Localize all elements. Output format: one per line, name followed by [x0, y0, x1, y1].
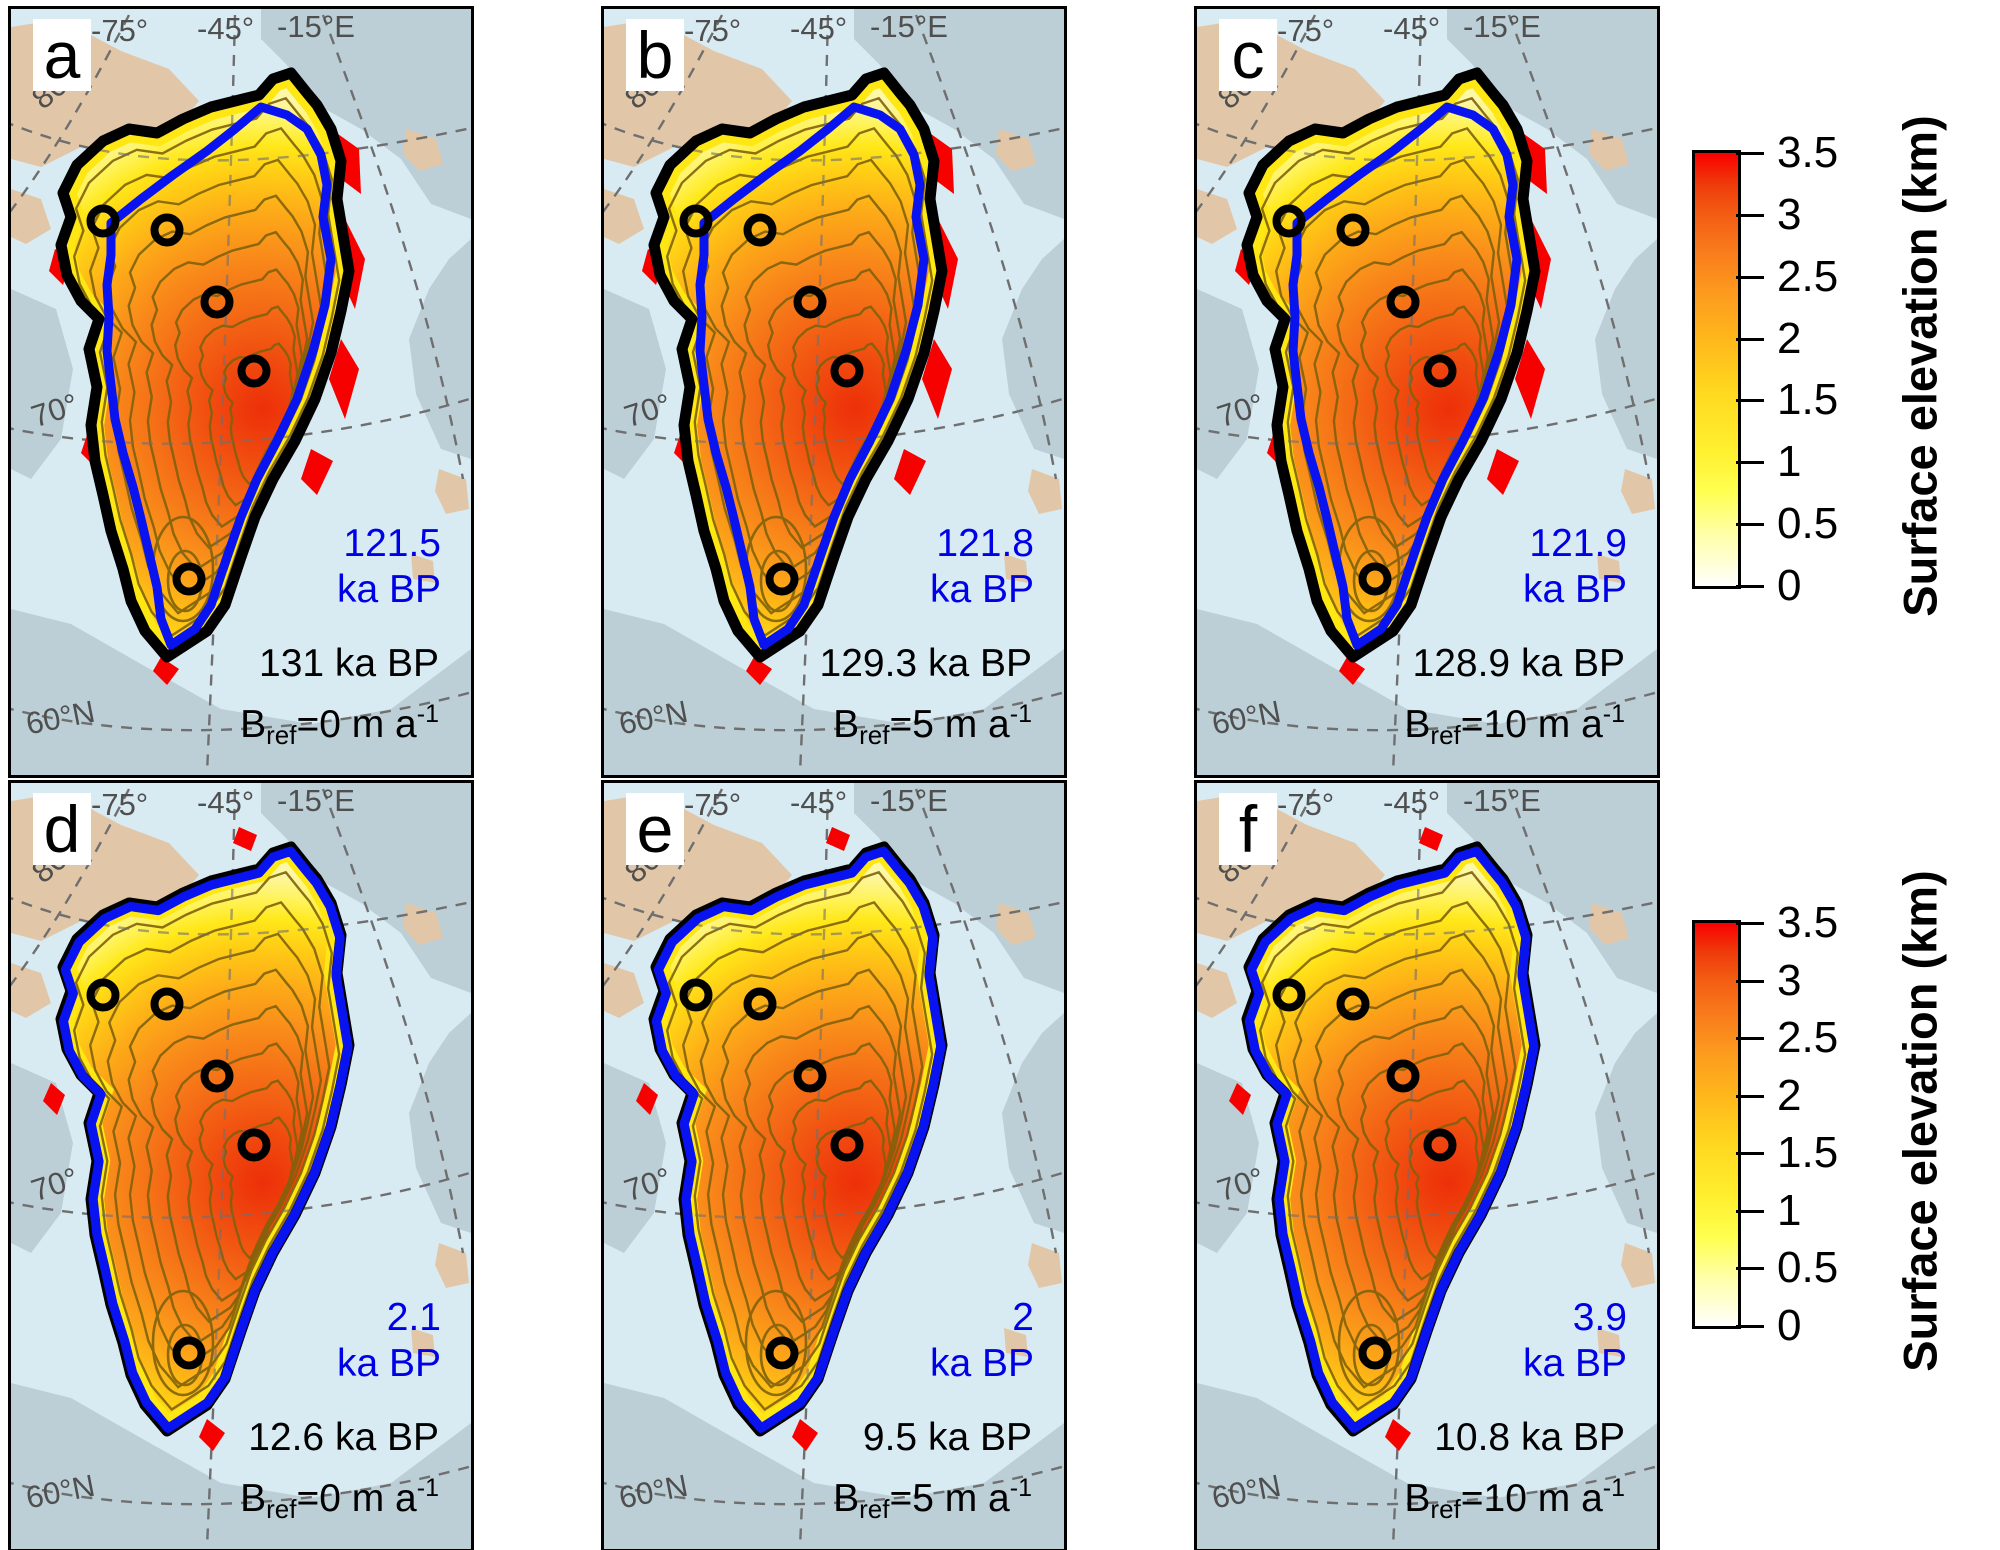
snapshot-time: 9.5 ka BP	[862, 1416, 1032, 1459]
map-panel-c: -75° -45° -15°E 80° 70° 60°N c 121.9ka B…	[1194, 6, 1660, 778]
panel-letter: c	[1231, 18, 1265, 92]
panel-letter-box: b	[626, 19, 684, 91]
colorbar-tick-label: 2	[1777, 1070, 1802, 1120]
colorbar-tick-label: 2	[1777, 313, 1802, 363]
longitude-label: -15°E	[870, 783, 948, 818]
colorbar-tick	[1736, 1209, 1764, 1213]
longitude-label: -75°	[91, 787, 149, 822]
colorbar-tick-label: 1.5	[1777, 375, 1839, 425]
colorbar-title: Surface elevation (km)	[1893, 870, 1947, 1372]
longitude-label: -45°	[790, 11, 848, 46]
longitude-label: -15°E	[1463, 783, 1541, 818]
ice-advance-time: 121.5 ka BP	[336, 522, 441, 611]
bref-label: Bref=5 m a-1	[833, 1474, 1032, 1524]
colorbar-tick-label: 1.5	[1777, 1128, 1839, 1178]
colorbar-tick	[1736, 1267, 1764, 1271]
longitude-label: -45°	[197, 785, 255, 820]
panel-letter-box: a	[33, 19, 91, 91]
snapshot-time: 12.6 ka BP	[248, 1416, 439, 1459]
longitude-label: -45°	[1383, 785, 1441, 820]
panel-letter: f	[1238, 792, 1258, 866]
colorbar-tick	[1736, 152, 1764, 155]
map-panel-d: -75° -45° -15°E 80° 70° 60°N d 2.1ka BP …	[8, 780, 474, 1550]
colorbar-tick	[1736, 337, 1764, 341]
panel-letter-box: e	[626, 793, 684, 865]
longitude-label: -15°E	[277, 9, 355, 44]
panel-letter-box: c	[1219, 19, 1277, 91]
colorbar-top: 3.5 3 2.5 2 1.5 1 0.5 0	[1692, 128, 1838, 610]
snapshot-time: 10.8 ka BP	[1434, 1416, 1625, 1459]
bref-label: Bref=0 m a-1	[240, 1474, 439, 1524]
colorbar-tick	[1736, 523, 1764, 527]
ice-advance-time: 121.8 ka BP	[929, 522, 1034, 611]
snapshot-label: 131 ka BP Bref=0 m a-1	[240, 639, 439, 760]
colorbar-tick	[1736, 1037, 1764, 1041]
colorbar-tick	[1736, 979, 1764, 983]
longitude-label: -75°	[91, 13, 149, 48]
panel-letter-box: d	[33, 793, 91, 865]
snapshot-time: 128.9 ka BP	[1412, 642, 1625, 685]
colorbar-tick	[1736, 1152, 1764, 1156]
panel-letter-box: f	[1219, 793, 1277, 865]
snapshot-label: 12.6 ka BP Bref=0 m a-1	[240, 1413, 439, 1534]
longitude-label: -15°E	[277, 783, 355, 818]
colorbar-tick-label: 1	[1777, 1185, 1802, 1235]
panel-letter: e	[636, 792, 674, 866]
colorbar-tick-label: 0.5	[1777, 499, 1839, 549]
snapshot-label: 9.5 ka BP Bref=5 m a-1	[833, 1413, 1032, 1534]
colorbar-tick-label: 0.5	[1777, 1243, 1839, 1293]
snapshot-time: 131 ka BP	[259, 642, 439, 685]
longitude-label: -75°	[684, 13, 742, 48]
colorbar-tick-label: 3.5	[1777, 898, 1839, 947]
longitude-label: -45°	[790, 785, 848, 820]
colorbar-tick-label: 0	[1777, 561, 1802, 610]
longitude-label: -75°	[1277, 787, 1335, 822]
colorbar-title: Surface elevation (km)	[1893, 115, 1947, 617]
bref-label: Bref=5 m a-1	[833, 700, 1032, 750]
colorbar-tick-label: 3.5	[1777, 128, 1839, 177]
colorbar-bottom: 3.5 3 2.5 2 1.5 1 0.5 0	[1692, 898, 1838, 1350]
panel-letter: a	[43, 18, 81, 92]
colorbar-tick-label: 3	[1777, 189, 1802, 239]
map-panel-e: -75° -45° -15°E 80° 70° 60°N e 2ka BP 9.…	[601, 780, 1067, 1550]
colorbar-tick	[1736, 1094, 1764, 1098]
longitude-label: -75°	[684, 787, 742, 822]
ice-advance-time: 3.9 ka BP	[1522, 1296, 1627, 1385]
panel-letter: d	[43, 792, 81, 866]
colorbar-tick-label: 1	[1777, 437, 1802, 487]
ice-advance-time: 2.1 ka BP	[336, 1296, 441, 1385]
colorbar-tick	[1736, 585, 1764, 588]
snapshot-label: 129.3 ka BP Bref=5 m a-1	[820, 639, 1032, 760]
map-panel-b: -75° -45° -15°E 80° 70° 60°N b 121.8ka B…	[601, 6, 1067, 778]
ice-advance-time: 121.9 ka BP	[1522, 522, 1627, 611]
map-panel-a: -75° -45° -15°E 80° 70° 60°N a 121.5ka B…	[8, 6, 474, 778]
colorbar-tick-label: 3	[1777, 955, 1802, 1005]
colorbar-tick	[1736, 461, 1764, 465]
longitude-label: -45°	[197, 11, 255, 46]
snapshot-label: 128.9 ka BP Bref=10 m a-1	[1404, 639, 1625, 760]
snapshot-time: 129.3 ka BP	[819, 642, 1032, 685]
bref-label: Bref=0 m a-1	[240, 700, 439, 750]
colorbar-tick	[1736, 399, 1764, 403]
colorbar-tick	[1736, 1325, 1764, 1328]
colorbar-tick	[1736, 922, 1764, 925]
longitude-label: -15°E	[870, 9, 948, 44]
colorbar-tick	[1736, 213, 1764, 217]
colorbar-tick-label: 2.5	[1777, 251, 1839, 301]
colorbar-tick-label: 2.5	[1777, 1013, 1839, 1063]
ice-advance-time: 2 ka BP	[929, 1296, 1034, 1385]
longitude-label: -75°	[1277, 13, 1335, 48]
panel-letter: b	[636, 18, 674, 92]
longitude-label: -45°	[1383, 11, 1441, 46]
colorbar-tick-label: 0	[1777, 1301, 1802, 1350]
bref-label: Bref=10 m a-1	[1404, 1474, 1625, 1524]
map-panel-f: -75° -45° -15°E 80° 70° 60°N f 3.9ka BP …	[1194, 780, 1660, 1550]
colorbar-tick	[1736, 275, 1764, 279]
longitude-label: -15°E	[1463, 9, 1541, 44]
bref-label: Bref=10 m a-1	[1404, 700, 1625, 750]
snapshot-label: 10.8 ka BP Bref=10 m a-1	[1404, 1413, 1625, 1534]
